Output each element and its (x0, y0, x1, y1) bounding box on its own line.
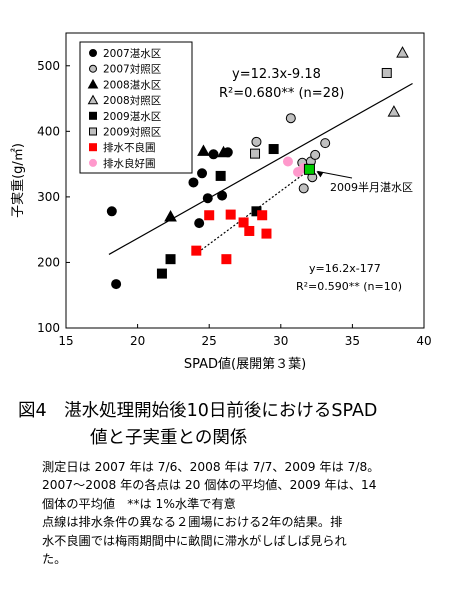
data-point (261, 228, 272, 239)
data-point (197, 168, 208, 179)
legend-marker (89, 64, 97, 73)
data-point (381, 67, 392, 78)
legend-marker (89, 111, 97, 120)
data-point (282, 156, 293, 167)
data-point (111, 279, 122, 290)
data-point (106, 206, 117, 217)
y-tick-label: 400 (37, 124, 60, 138)
legend-label: 2007湛水区 (103, 48, 161, 60)
annotations: y=12.3x-9.18 R²=0.680** (n=28) y=16.2x-1… (219, 67, 413, 293)
data-point (164, 210, 177, 222)
caption-line: 2007～2008 年の各点は 20 個体の平均値、2009 年は、14 (42, 478, 377, 493)
regression2-r2: R²=0.590** (n=10) (296, 280, 402, 293)
highlight-arrowhead (316, 171, 324, 178)
x-tick-label: 30 (273, 334, 288, 348)
highlight-point (303, 163, 315, 175)
figure-title: 図4 湛水処理開始後10日前後におけるSPAD 値と子実重との関係 (18, 398, 377, 452)
data-point (165, 254, 176, 265)
y-axis-ticks: 100 200 300 400 500 (37, 59, 70, 335)
x-tick-label: 40 (416, 334, 431, 348)
regression2-equation: y=16.2x-177 (309, 262, 381, 275)
regression1-r2: R²=0.680** (n=28) (219, 86, 344, 101)
figure-title-line1: 図4 湛水処理開始後10日前後におけるSPAD (18, 401, 378, 421)
x-axis-ticks: 15 20 25 30 35 40 (58, 324, 432, 348)
data-point (204, 210, 215, 221)
data-point (396, 46, 409, 58)
data-point (202, 193, 213, 204)
caption-line: 点線は排水条件の異なる２圃場における2年の結果。排 (42, 515, 343, 530)
data-point (217, 145, 230, 158)
legend-marker (89, 143, 97, 152)
legend-marker (89, 158, 97, 167)
legend-label: 排水良好圃 (103, 157, 156, 170)
scatter-chart: 15 20 25 30 35 40 100 200 300 400 500 y=12.3x-9.1… (10, 32, 432, 372)
legend-label: 2008対照区 (103, 94, 161, 107)
caption-line: 測定日は 2007 年は 7/6、2008 年は 7/7、2009 年は 7/8… (42, 460, 380, 474)
data-point (285, 113, 296, 124)
legend-label: 排水不良圃 (103, 141, 156, 154)
data-point (156, 268, 167, 279)
data-point (238, 217, 249, 228)
data-point (188, 177, 199, 188)
data-point (225, 209, 236, 220)
plot-frame (65, 32, 425, 329)
x-axis-label: SPAD値(展開第３葉) (184, 356, 306, 372)
data-point (244, 225, 255, 236)
y-tick-label: 300 (37, 190, 60, 204)
figure-caption: 測定日は 2007 年は 7/6、2008 年は 7/7、2009 年は 7/8… (42, 458, 457, 568)
data-point (387, 105, 401, 117)
figure-title-line2: 値と子実重との関係 (90, 428, 248, 448)
legend-box (79, 41, 193, 174)
legend-label: 2009湛水区 (103, 111, 161, 123)
data-point (217, 190, 228, 201)
legend-label: 2008湛水区 (103, 79, 161, 91)
data-point (221, 254, 232, 265)
data-point (310, 149, 321, 160)
data-point (208, 149, 219, 160)
caption-line: 個体の平均値 **は 1%水準で有意 (42, 496, 236, 511)
x-tick-label: 35 (345, 334, 360, 348)
data-points (106, 46, 409, 290)
legend-marker (87, 78, 99, 89)
x-tick-label: 25 (202, 334, 217, 348)
y-tick-label: 500 (37, 59, 60, 73)
legend: 2007湛水区 2007対照区 2008湛水区 2008対照区 2009湛水区 2009対… (79, 41, 193, 174)
y-axis-label: 子実重(g/㎡) (10, 143, 26, 218)
caption-line: た。 (42, 552, 67, 567)
highlight-label: 2009半月湛水区 (330, 180, 413, 194)
caption-line: 水不良圃では梅雨期間中に畝間に滞水がしばしば見られ (42, 533, 347, 548)
regression-line-1 (108, 82, 413, 255)
x-tick-label: 20 (130, 334, 145, 348)
regression1-equation: y=12.3x-9.18 (232, 67, 321, 82)
data-point (251, 136, 262, 147)
regression-lines (108, 82, 413, 256)
axes (65, 32, 425, 329)
legend-marker (89, 127, 97, 136)
data-point (268, 144, 279, 155)
regression-line-2 (194, 171, 307, 256)
legend-marker (89, 49, 97, 57)
x-tick-label: 15 (58, 334, 73, 348)
data-point (191, 245, 202, 256)
legend-label: 2007対照区 (103, 63, 161, 76)
data-point (298, 183, 309, 194)
y-tick-label: 100 (37, 321, 60, 335)
data-point (320, 138, 331, 149)
legend-label: 2009対照区 (103, 126, 161, 139)
data-point (215, 170, 226, 181)
data-point (257, 210, 268, 221)
data-point (250, 148, 261, 159)
data-point (194, 218, 205, 229)
data-point (197, 144, 210, 156)
y-tick-label: 200 (37, 255, 60, 269)
legend-marker (87, 94, 99, 105)
